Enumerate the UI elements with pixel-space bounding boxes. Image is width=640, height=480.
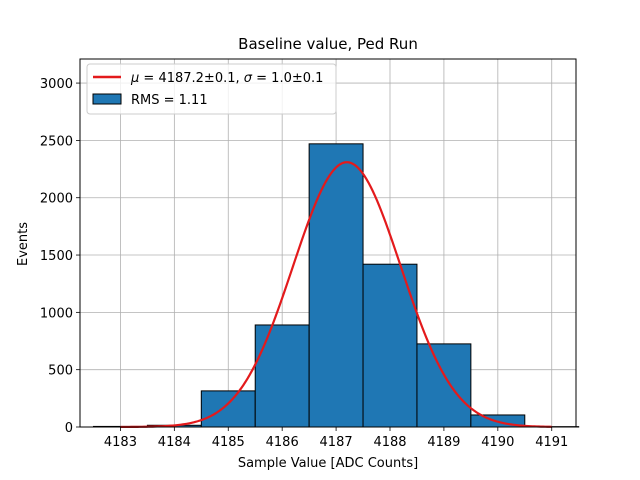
x-tick-label: 4189 <box>427 435 460 450</box>
y-tick-label: 3000 <box>40 77 73 92</box>
histogram-bar <box>308 143 364 428</box>
y-tick-label: 2500 <box>40 134 73 149</box>
x-axis-label: Sample Value [ADC Counts] <box>238 456 418 471</box>
x-tick-label: 4191 <box>535 435 568 450</box>
fit-curve <box>120 161 552 429</box>
x-tick-label: 4187 <box>320 435 353 450</box>
legend-histogram-swatch <box>92 93 122 105</box>
histogram-bar <box>200 390 256 428</box>
chart-title: Baseline value, Ped Run <box>238 35 418 53</box>
y-tick-label: 0 <box>65 421 73 436</box>
legend-box <box>86 63 337 115</box>
legend-fit-label: μ = 4187.2±0.1, σ = 1.0±0.1 <box>130 71 323 86</box>
histogram-bars <box>92 143 580 428</box>
legend-mu-value: = 4187.2±0.1, <box>139 71 243 86</box>
gaussian-fit <box>120 161 552 429</box>
x-tick-label: 4184 <box>158 435 191 450</box>
x-tick-label: 4185 <box>212 435 245 450</box>
legend: μ = 4187.2±0.1, σ = 1.0±0.1 RMS = 1.11 <box>86 63 337 115</box>
y-tick-label: 2000 <box>40 192 73 207</box>
plot-frame <box>79 58 577 428</box>
legend-mu-symbol: μ <box>130 71 139 86</box>
x-tick-label: 4186 <box>266 435 299 450</box>
legend-histogram-label: RMS = 1.11 <box>131 93 208 108</box>
y-axis-ticks: 0 500 1000 1500 2000 2500 3000 <box>40 77 80 436</box>
y-axis-label: Events <box>16 222 31 266</box>
y-tick-label: 500 <box>48 364 73 379</box>
x-tick-label: 4183 <box>104 435 137 450</box>
histogram-bar <box>416 343 472 428</box>
x-axis-ticks: 4183 4184 4185 4186 4187 4188 4189 4190 4191 <box>104 427 568 450</box>
y-tick-label: 1500 <box>40 249 73 264</box>
histogram-bar <box>254 324 310 428</box>
y-tick-label: 1000 <box>40 306 73 321</box>
x-tick-label: 4188 <box>373 435 406 450</box>
legend-sigma-symbol: σ <box>244 71 253 86</box>
legend-sigma-value: = 1.0±0.1 <box>252 71 323 86</box>
x-tick-label: 4190 <box>481 435 514 450</box>
